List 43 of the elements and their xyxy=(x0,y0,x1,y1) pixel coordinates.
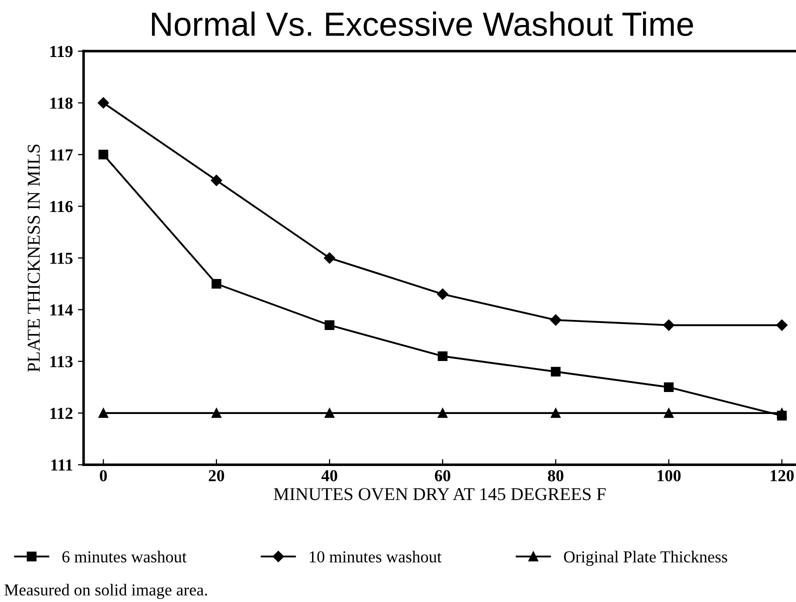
point xyxy=(664,408,674,418)
point xyxy=(98,408,108,418)
point xyxy=(438,408,448,418)
y-tick-label: 112 xyxy=(50,408,72,419)
x-tick-label: 100 xyxy=(658,470,681,482)
point xyxy=(438,351,448,362)
point xyxy=(437,288,448,300)
x-axis-title: MINUTES OVEN DRY AT 145 DEGREES F xyxy=(274,488,606,500)
y-tick-label: 116 xyxy=(50,201,73,212)
point xyxy=(324,408,334,418)
point xyxy=(210,174,222,186)
point xyxy=(98,97,109,108)
y-tick-label: 117 xyxy=(50,149,73,160)
legend-label: 6 minutes washout xyxy=(62,550,187,562)
y-tick-label: 114 xyxy=(50,304,73,316)
point xyxy=(324,320,334,330)
legend-label: 10 minutes washout xyxy=(310,550,442,562)
legend-label: Original Plate Thickness xyxy=(564,550,728,566)
x-tick-label: 80 xyxy=(548,470,564,482)
x-tick-label: 40 xyxy=(321,470,338,482)
y-tick-label: 115 xyxy=(50,252,73,264)
y-tick-label: 119 xyxy=(50,46,73,58)
point xyxy=(663,320,674,331)
point xyxy=(776,320,788,331)
y-axis-title: PLATE THICKNESS IN MILS xyxy=(28,144,40,372)
x-tick-label: 60 xyxy=(434,470,450,482)
point xyxy=(212,278,222,289)
x-tick-label: 120 xyxy=(770,470,794,482)
y-tick-label: 111 xyxy=(51,460,72,471)
x-tick-label: 20 xyxy=(208,470,224,482)
point xyxy=(550,408,561,418)
point xyxy=(550,314,562,326)
text: Measured on solid image area. xyxy=(4,584,207,599)
x-tick-label: 0 xyxy=(100,470,107,482)
point xyxy=(98,150,108,160)
point xyxy=(550,366,561,377)
y-tick-label: 118 xyxy=(50,98,73,109)
point xyxy=(212,408,222,418)
chart-title: Normal Vs. Excessive Washout Time xyxy=(152,12,694,36)
point xyxy=(664,382,674,392)
point xyxy=(324,252,336,264)
point xyxy=(777,410,787,420)
y-tick-label: 113 xyxy=(50,356,73,368)
